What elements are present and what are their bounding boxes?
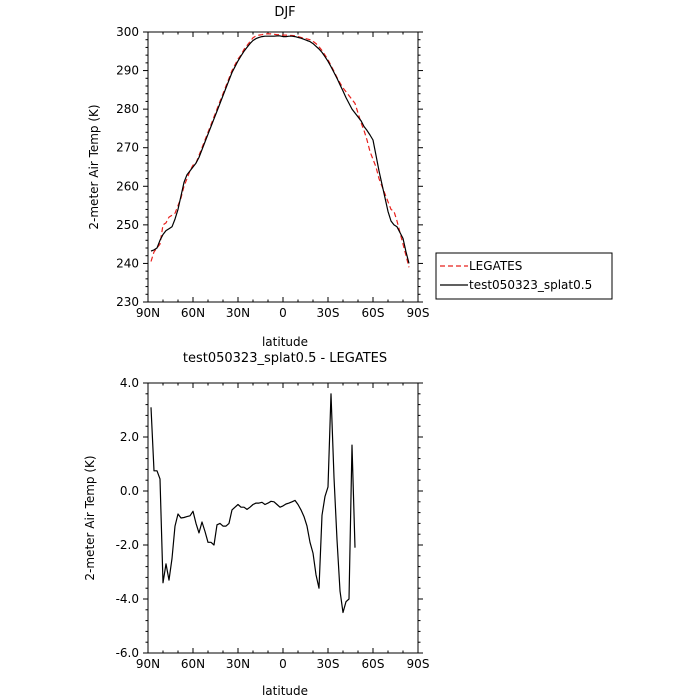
bottom-series-lines [150, 393, 356, 614]
bottom-x-axis-label: latitude [262, 684, 308, 698]
legend-box [435, 252, 613, 300]
top-x-tick-label: 30S [317, 306, 340, 320]
bottom-x-tick-labels: 90N 60N 30N 0 30S 60S 90S [136, 657, 430, 671]
top-y-tick-label: 270 [116, 141, 139, 155]
bottom-panel: test050323_splat0.5 - LEGATES 90N 60N 30N 0… [83, 351, 429, 698]
bottom-y-tick-label: 0.0 [120, 484, 139, 498]
top-x-tick-label: 0 [279, 306, 287, 320]
bottom-y-tick-label: 2.0 [120, 430, 139, 444]
top-y-tick-label: 250 [116, 218, 139, 232]
bottom-x-tick-label: 0 [279, 657, 287, 671]
top-x-tick-label: 90S [407, 306, 430, 320]
top-x-tick-label: 30N [226, 306, 250, 320]
bottom-plot-frame [147, 382, 419, 654]
bottom-x-tick-label: 60S [362, 657, 385, 671]
top-y-tick-label: 290 [116, 64, 139, 78]
legend-label-legates: LEGATES [469, 259, 522, 273]
bottom-panel-title: test050323_splat0.5 - LEGATES [183, 351, 387, 366]
top-series-lines [150, 33, 410, 268]
bottom-y-tick-label: -4.0 [116, 592, 139, 606]
top-axis-ticks [143, 31, 423, 303]
top-plot-frame [147, 31, 419, 303]
top-x-tick-labels: 90N 60N 30N 0 30S 60S 90S [136, 306, 430, 320]
top-x-tick-label: 60N [181, 306, 205, 320]
top-panel-title: DJF [274, 5, 295, 20]
bottom-axis-ticks [143, 382, 423, 654]
top-y-tick-label: 260 [116, 179, 139, 193]
top-y-tick-label: 280 [116, 102, 139, 116]
bottom-y-axis-label: 2-meter Air Temp (K) [83, 455, 97, 580]
top-x-axis-label: latitude [262, 335, 308, 349]
top-y-axis-label: 2-meter Air Temp (K) [87, 104, 101, 229]
bottom-y-tick-label: -2.0 [116, 538, 139, 552]
bottom-y-tick-labels: -6.0 -4.0 -2.0 0.0 2.0 4.0 [116, 376, 139, 660]
top-panel: DJF 90N 60N 30N 0 30S 60S 90S 2302402502602702… [87, 5, 429, 349]
top-series-line-test050323-splat0-5 [150, 35, 410, 264]
bottom-x-tick-label: 90S [407, 657, 430, 671]
legend-label-model: test050323_splat0.5 [469, 278, 592, 292]
top-x-tick-label: 60S [362, 306, 385, 320]
bottom-series-line-0 [150, 393, 356, 614]
bottom-x-tick-label: 60N [181, 657, 205, 671]
top-y-tick-label: 230 [116, 295, 139, 309]
bottom-x-tick-label: 30S [317, 657, 340, 671]
top-y-tick-label: 300 [116, 25, 139, 39]
top-x-tick-label: 90N [136, 306, 160, 320]
top-y-tick-label: 240 [116, 256, 139, 270]
bottom-y-tick-label: 4.0 [120, 376, 139, 390]
top-series-line-legates [150, 33, 410, 268]
legend: LEGATES test050323_splat0.5 [435, 252, 613, 300]
top-y-tick-labels: 230 240 250 260 270 280 290 300 [116, 25, 139, 309]
bottom-x-tick-label: 30N [226, 657, 250, 671]
bottom-y-tick-label: -6.0 [116, 646, 139, 660]
bottom-x-tick-label: 90N [136, 657, 160, 671]
